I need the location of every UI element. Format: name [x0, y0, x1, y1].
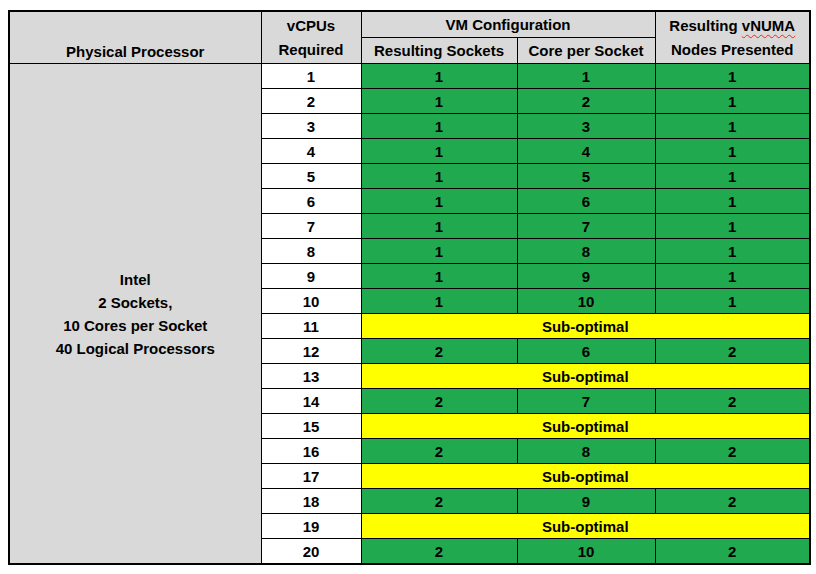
vnuma-nodes-cell: 1 — [655, 264, 810, 289]
header-resulting-vnuma-word: vNUMA — [742, 17, 795, 34]
page: Physical Processor vCPUs Required VM Con… — [0, 0, 816, 574]
core-per-socket-cell: 10 — [517, 289, 655, 314]
physical-processor-line: 2 Sockets, — [10, 291, 261, 314]
table-row: Intel2 Sockets,10 Cores per Socket40 Log… — [9, 64, 810, 89]
resulting-sockets-cell: 2 — [361, 489, 517, 514]
resulting-sockets-cell: 1 — [361, 289, 517, 314]
resulting-sockets-cell: 1 — [361, 164, 517, 189]
core-per-socket-cell: 6 — [517, 339, 655, 364]
physical-processor-line: Intel — [10, 268, 261, 291]
vnuma-nodes-cell: 2 — [655, 539, 810, 565]
core-per-socket-cell: 4 — [517, 139, 655, 164]
vnuma-nodes-cell: 1 — [655, 164, 810, 189]
vcpus-cell: 14 — [261, 389, 361, 414]
core-per-socket-cell: 9 — [517, 264, 655, 289]
suboptimal-cell: Sub-optimal — [361, 464, 810, 489]
vcpus-cell: 6 — [261, 189, 361, 214]
resulting-sockets-cell: 1 — [361, 214, 517, 239]
header-resulting-vnuma-prefix: Resulting — [669, 17, 742, 34]
table-header: Physical Processor vCPUs Required VM Con… — [9, 11, 810, 64]
physical-processor-cell: Intel2 Sockets,10 Cores per Socket40 Log… — [9, 64, 261, 565]
header-vcpus-line2: Required — [262, 38, 361, 62]
header-resulting-vnuma: Resulting vNUMA Nodes Presented — [655, 11, 810, 64]
vcpus-cell: 15 — [261, 414, 361, 439]
resulting-sockets-cell: 1 — [361, 189, 517, 214]
physical-processor-line: 10 Cores per Socket — [10, 314, 261, 337]
vnuma-configuration-table: Physical Processor vCPUs Required VM Con… — [8, 10, 811, 565]
vcpus-cell: 5 — [261, 164, 361, 189]
vnuma-nodes-cell: 2 — [655, 389, 810, 414]
header-resulting-vnuma-line1: Resulting vNUMA — [656, 14, 810, 38]
vcpus-cell: 10 — [261, 289, 361, 314]
vcpus-cell: 4 — [261, 139, 361, 164]
core-per-socket-cell: 1 — [517, 64, 655, 89]
header-vm-configuration-label: VM Configuration — [446, 16, 571, 33]
core-per-socket-cell: 7 — [517, 389, 655, 414]
header-vm-configuration: VM Configuration — [361, 11, 655, 38]
resulting-sockets-cell: 1 — [361, 139, 517, 164]
resulting-sockets-cell: 1 — [361, 239, 517, 264]
resulting-sockets-cell: 1 — [361, 64, 517, 89]
vcpus-cell: 8 — [261, 239, 361, 264]
resulting-sockets-cell: 2 — [361, 439, 517, 464]
resulting-sockets-cell: 1 — [361, 264, 517, 289]
vnuma-nodes-cell: 1 — [655, 214, 810, 239]
vnuma-nodes-cell: 1 — [655, 289, 810, 314]
resulting-sockets-cell: 1 — [361, 89, 517, 114]
vnuma-nodes-cell: 2 — [655, 439, 810, 464]
vcpus-cell: 9 — [261, 264, 361, 289]
core-per-socket-cell: 5 — [517, 164, 655, 189]
resulting-sockets-cell: 2 — [361, 539, 517, 565]
vnuma-nodes-cell: 2 — [655, 489, 810, 514]
suboptimal-cell: Sub-optimal — [361, 364, 810, 389]
vcpus-cell: 17 — [261, 464, 361, 489]
vnuma-nodes-cell: 1 — [655, 239, 810, 264]
header-vcpus-line1: vCPUs — [262, 14, 361, 38]
vnuma-nodes-cell: 1 — [655, 89, 810, 114]
header-resulting-vnuma-line2: Nodes Presented — [656, 38, 810, 62]
vnuma-nodes-cell: 2 — [655, 339, 810, 364]
vcpus-cell: 18 — [261, 489, 361, 514]
table-body: Intel2 Sockets,10 Cores per Socket40 Log… — [9, 64, 810, 565]
header-resulting-sockets: Resulting Sockets — [361, 38, 517, 64]
header-physical-processor: Physical Processor — [9, 11, 261, 64]
core-per-socket-cell: 3 — [517, 114, 655, 139]
core-per-socket-cell: 10 — [517, 539, 655, 565]
suboptimal-cell: Sub-optimal — [361, 514, 810, 539]
vcpus-cell: 13 — [261, 364, 361, 389]
vcpus-cell: 12 — [261, 339, 361, 364]
vcpus-cell: 2 — [261, 89, 361, 114]
vcpus-cell: 16 — [261, 439, 361, 464]
core-per-socket-cell: 7 — [517, 214, 655, 239]
vnuma-nodes-cell: 1 — [655, 64, 810, 89]
resulting-sockets-cell: 1 — [361, 114, 517, 139]
physical-processor-line: 40 Logical Processors — [10, 337, 261, 360]
header-row-1: Physical Processor vCPUs Required VM Con… — [9, 11, 810, 38]
vcpus-cell: 19 — [261, 514, 361, 539]
vcpus-cell: 7 — [261, 214, 361, 239]
header-vcpus-required: vCPUs Required — [261, 11, 361, 64]
core-per-socket-cell: 9 — [517, 489, 655, 514]
core-per-socket-cell: 2 — [517, 89, 655, 114]
vcpus-cell: 20 — [261, 539, 361, 565]
suboptimal-cell: Sub-optimal — [361, 314, 810, 339]
core-per-socket-cell: 8 — [517, 239, 655, 264]
header-physical-processor-label: Physical Processor — [66, 43, 204, 60]
vcpus-cell: 3 — [261, 114, 361, 139]
vcpus-cell: 1 — [261, 64, 361, 89]
vcpus-cell: 11 — [261, 314, 361, 339]
suboptimal-cell: Sub-optimal — [361, 414, 810, 439]
resulting-sockets-cell: 2 — [361, 339, 517, 364]
vnuma-configuration-table-wrap: Physical Processor vCPUs Required VM Con… — [8, 10, 811, 565]
vnuma-nodes-cell: 1 — [655, 189, 810, 214]
core-per-socket-cell: 8 — [517, 439, 655, 464]
core-per-socket-cell: 6 — [517, 189, 655, 214]
resulting-sockets-cell: 2 — [361, 389, 517, 414]
header-core-per-socket: Core per Socket — [517, 38, 655, 64]
vnuma-nodes-cell: 1 — [655, 114, 810, 139]
vnuma-nodes-cell: 1 — [655, 139, 810, 164]
